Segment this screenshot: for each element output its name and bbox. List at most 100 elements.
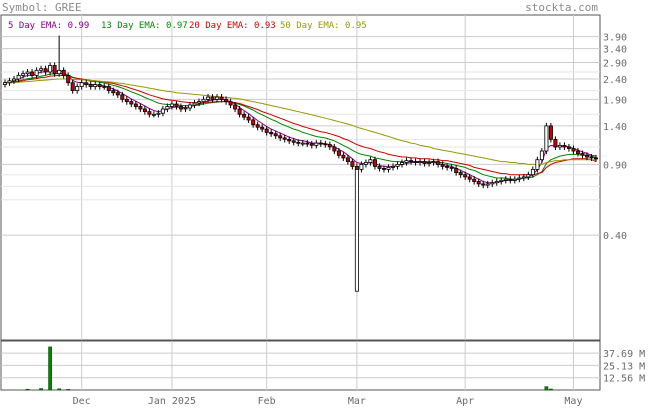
volume-bar xyxy=(25,388,30,391)
candle xyxy=(201,96,206,105)
candle-body xyxy=(472,178,477,182)
candle-body xyxy=(242,113,247,118)
candle-body xyxy=(21,73,26,76)
candle-body xyxy=(201,98,206,103)
candle xyxy=(242,111,247,121)
candle-body xyxy=(88,84,93,87)
candle-body xyxy=(422,161,427,164)
candle-body xyxy=(381,167,386,170)
candle xyxy=(160,106,165,117)
x-tick-label: Dec xyxy=(73,396,91,406)
candle-body xyxy=(580,153,585,156)
candle-body xyxy=(467,176,472,180)
candle xyxy=(169,101,174,110)
candle-body xyxy=(102,86,107,88)
candle xyxy=(75,83,80,94)
candle-body xyxy=(16,75,21,80)
candle-body xyxy=(187,104,192,109)
candle xyxy=(39,65,44,74)
candle xyxy=(178,103,183,113)
candle xyxy=(291,137,296,146)
candle-spike-low-body xyxy=(354,168,359,292)
candle-body xyxy=(205,96,210,100)
x-tick-label: Feb xyxy=(258,396,276,406)
candle xyxy=(580,150,585,159)
candle-body xyxy=(30,71,35,76)
candle-body xyxy=(287,138,292,142)
candle xyxy=(553,136,558,151)
candle xyxy=(102,83,107,90)
candle-body xyxy=(156,112,161,115)
candle xyxy=(79,79,84,90)
candle-body xyxy=(404,160,409,163)
candle-body xyxy=(323,143,328,146)
candle-body xyxy=(251,119,256,126)
candle-body xyxy=(553,138,558,148)
candle-body xyxy=(350,161,355,167)
candle-body xyxy=(517,177,522,180)
candle-body xyxy=(535,159,540,170)
candle xyxy=(66,72,71,86)
y-tick-layer: 3.903.40 2.90 2.40 1.90 1.40 0.90 0.40 37.69 M2… xyxy=(603,33,645,385)
candle-body xyxy=(25,71,30,75)
candle xyxy=(205,94,210,103)
candle-body xyxy=(237,108,242,115)
candle xyxy=(138,103,143,113)
volume-bar xyxy=(549,388,553,391)
ema-13-line xyxy=(4,72,597,180)
candle xyxy=(287,136,292,144)
grid-layer xyxy=(1,15,600,390)
volume-layer xyxy=(25,346,553,391)
candle xyxy=(147,108,152,118)
candle xyxy=(52,62,57,77)
candle xyxy=(499,177,504,185)
candle-body xyxy=(66,75,71,84)
candle xyxy=(413,158,418,166)
candle-body xyxy=(219,96,224,100)
candle-body xyxy=(3,82,8,85)
candle xyxy=(246,114,251,124)
candle xyxy=(341,152,346,162)
candle-body xyxy=(138,106,143,110)
y-tick-label: 1.90 xyxy=(603,95,627,106)
candle-body xyxy=(481,183,486,186)
candle xyxy=(422,158,427,167)
candle-body xyxy=(273,133,278,137)
candle xyxy=(409,157,414,165)
volume-bar xyxy=(48,346,52,391)
candle-body xyxy=(264,128,269,133)
legend-ema5: 5 Day EMA: 0.99 xyxy=(8,21,89,31)
candle xyxy=(120,91,125,103)
candle xyxy=(503,176,508,184)
candle-body xyxy=(345,157,350,162)
candle-body xyxy=(494,181,499,184)
candle-body xyxy=(363,162,368,165)
candle xyxy=(70,79,75,94)
candle-body xyxy=(377,165,382,169)
candle-body xyxy=(399,162,404,165)
candle xyxy=(548,122,553,143)
candle-body xyxy=(359,163,364,170)
candle xyxy=(260,124,265,133)
candle-body xyxy=(215,96,220,100)
candle xyxy=(183,104,188,113)
candle-body xyxy=(390,165,395,168)
candle-body xyxy=(133,103,138,107)
candle xyxy=(93,81,98,90)
candle-body xyxy=(341,154,346,159)
candle xyxy=(57,35,62,77)
candle-body xyxy=(589,156,594,159)
candle-body xyxy=(548,125,553,140)
candle-body xyxy=(485,183,490,186)
candle-layer xyxy=(3,35,599,292)
candle xyxy=(106,83,111,94)
candle-body xyxy=(309,143,314,146)
candle xyxy=(363,159,368,168)
candle-body xyxy=(255,124,260,128)
candle xyxy=(3,79,8,88)
candle xyxy=(282,134,287,143)
candle xyxy=(34,67,39,79)
y-tick-label: 3.90 xyxy=(603,33,627,44)
volume-bar xyxy=(66,389,71,391)
legend-ema50: 50 Day EMA: 0.95 xyxy=(280,21,367,31)
